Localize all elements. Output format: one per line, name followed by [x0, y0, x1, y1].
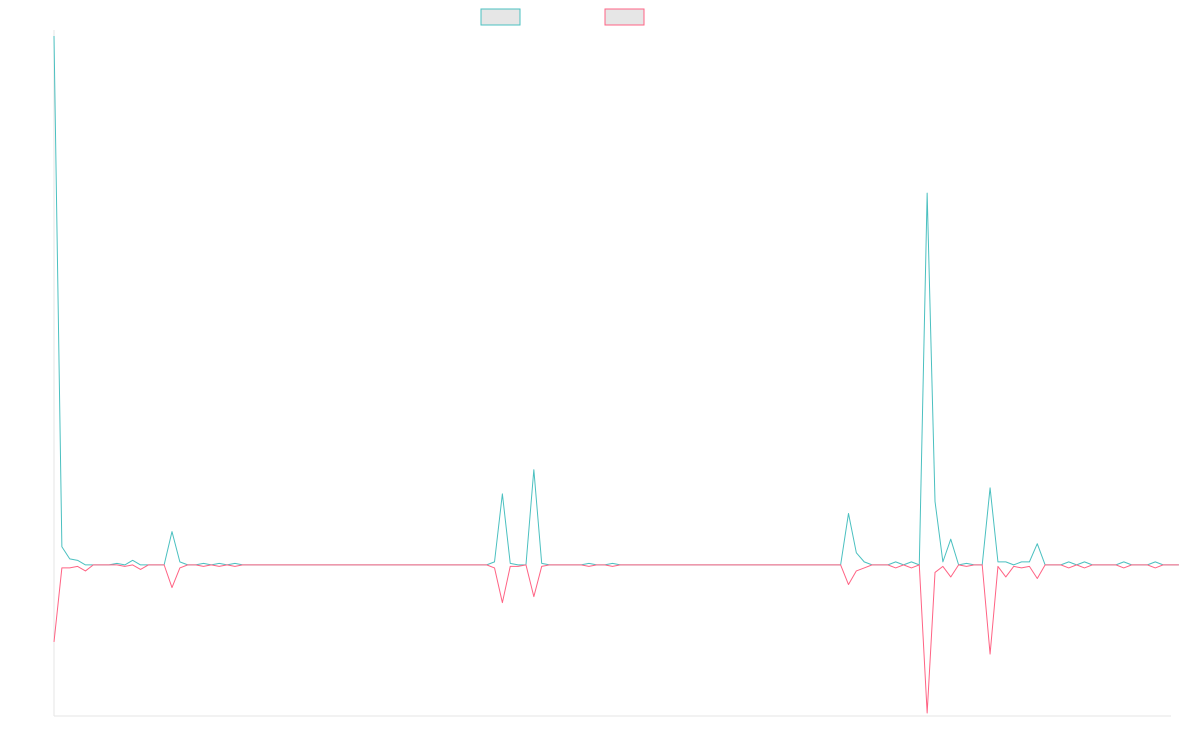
legend-swatch-2[interactable] — [604, 8, 645, 26]
series-line-2 — [53, 564, 1179, 714]
series-layer — [53, 35, 1179, 714]
legend — [480, 8, 645, 26]
series-line-1 — [53, 35, 1179, 566]
legend-swatch-1[interactable] — [480, 8, 521, 26]
